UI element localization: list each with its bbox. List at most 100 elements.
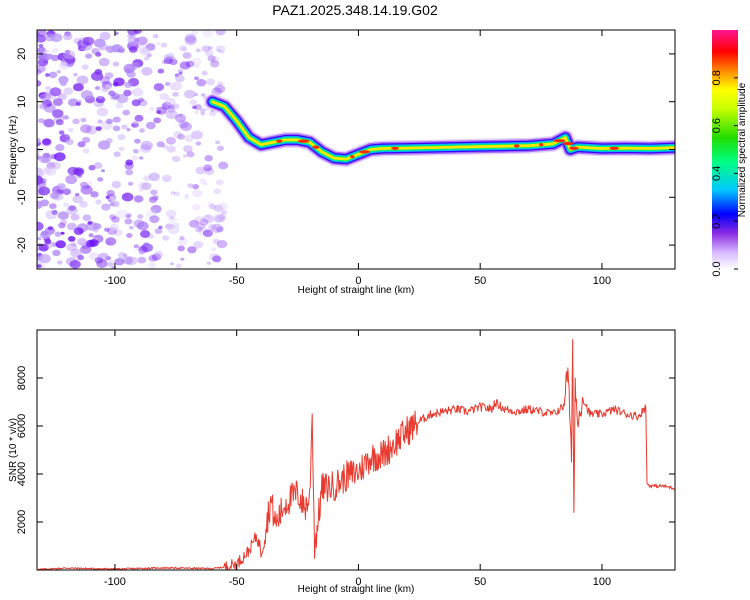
noise-blob — [139, 144, 152, 153]
noise-blob — [51, 210, 58, 215]
noise-blob — [213, 215, 224, 224]
noise-blob — [39, 91, 52, 101]
noise-blob — [217, 81, 224, 87]
noise-blob — [215, 226, 224, 233]
noise-blob — [43, 49, 50, 55]
snr-ticks: -100 -50 0 50 100 2000 4000 6000 8000 — [16, 330, 675, 588]
colorbar-tick-label: 0.0 — [711, 261, 723, 276]
noise-blob — [177, 245, 185, 252]
noise-blob — [199, 178, 207, 185]
noise-blob — [172, 91, 179, 97]
noise-blob — [210, 60, 220, 68]
noise-blob — [114, 258, 125, 266]
noise-blob — [81, 64, 89, 70]
noise-blob — [67, 127, 74, 133]
noise-blob — [173, 191, 180, 197]
noise-blob — [213, 204, 224, 212]
noise-blob — [96, 107, 109, 117]
noise-blob — [148, 172, 160, 182]
noise-blob — [202, 214, 215, 224]
noise-blob — [192, 204, 201, 211]
noise-blob — [218, 161, 229, 170]
noise-blob — [133, 244, 140, 249]
noise-blob — [213, 188, 222, 195]
noise-blob — [203, 164, 213, 172]
noise-blob — [194, 110, 199, 114]
noise-blob — [123, 89, 132, 97]
noise-blob — [104, 227, 110, 232]
noise-blob — [172, 155, 181, 163]
noise-blob — [156, 42, 161, 46]
noise-blob — [62, 188, 71, 195]
noise-blob — [150, 204, 162, 214]
noise-blob — [65, 134, 70, 138]
colorbar-tick-label: 0.8 — [711, 70, 723, 85]
noise-blob — [88, 164, 96, 171]
noise-blob — [66, 243, 78, 252]
noise-blob — [215, 45, 226, 53]
noise-blob — [80, 117, 87, 123]
snr-xtick-label: 50 — [474, 576, 486, 588]
noise-blob — [80, 90, 93, 100]
noise-blob — [82, 214, 92, 221]
noise-blob — [178, 120, 189, 129]
noise-blob — [193, 240, 204, 249]
spectrogram-xtick-label: 0 — [355, 275, 361, 287]
noise-blob — [37, 32, 40, 37]
noise-blob — [165, 81, 171, 86]
noise-blob — [72, 195, 84, 204]
snr-ytick-label: 8000 — [16, 366, 28, 390]
noise-blob — [187, 246, 197, 254]
noise-blob — [200, 111, 206, 116]
noise-blob — [109, 202, 115, 207]
noise-blob — [108, 90, 116, 96]
noise-blob — [139, 156, 144, 160]
noise-blob — [162, 235, 170, 241]
noise-blob — [107, 259, 116, 266]
noise-blob — [216, 145, 224, 152]
noise-blob — [107, 262, 114, 268]
snr-ytick-label: 2000 — [16, 510, 28, 534]
noise-blob — [94, 257, 104, 264]
noise-blob — [117, 134, 126, 141]
noise-blob — [117, 252, 127, 259]
noise-blob — [183, 37, 197, 47]
noise-blob — [126, 213, 132, 218]
noise-blob — [113, 151, 121, 157]
noise-blob — [132, 148, 139, 154]
noise-blob — [92, 223, 102, 230]
noise-blob — [211, 223, 224, 233]
noise-blob — [95, 52, 102, 57]
noise-blob — [213, 217, 218, 222]
noise-blob — [169, 262, 174, 266]
noise-blob — [122, 109, 130, 116]
noise-blob — [115, 102, 124, 109]
noise-blob — [37, 30, 47, 37]
noise-blob — [177, 133, 186, 140]
noise-blob — [49, 203, 57, 210]
noise-blob — [57, 211, 69, 220]
noise-blob — [98, 95, 103, 99]
snr-xtick-label: 100 — [593, 576, 611, 588]
noise-blob — [155, 106, 161, 111]
noise-blob — [141, 182, 152, 191]
ridge-hotspot — [391, 146, 399, 150]
noise-blob — [170, 191, 176, 195]
noise-blob — [98, 57, 110, 67]
noise-blob — [166, 52, 175, 60]
noise-blob — [171, 156, 176, 160]
noise-blob — [199, 108, 206, 113]
noise-blob — [163, 54, 171, 60]
noise-blob — [50, 192, 60, 200]
noise-blob — [182, 52, 191, 58]
noise-blob — [139, 128, 145, 133]
noise-blob — [124, 81, 132, 88]
noise-blob — [93, 228, 99, 233]
noise-blob — [199, 218, 209, 226]
noise-blob — [62, 32, 73, 41]
noise-blob — [38, 155, 50, 164]
noise-blob — [121, 124, 128, 130]
noise-blob — [43, 118, 55, 128]
noise-blob — [209, 203, 217, 210]
noise-blob — [39, 93, 49, 101]
